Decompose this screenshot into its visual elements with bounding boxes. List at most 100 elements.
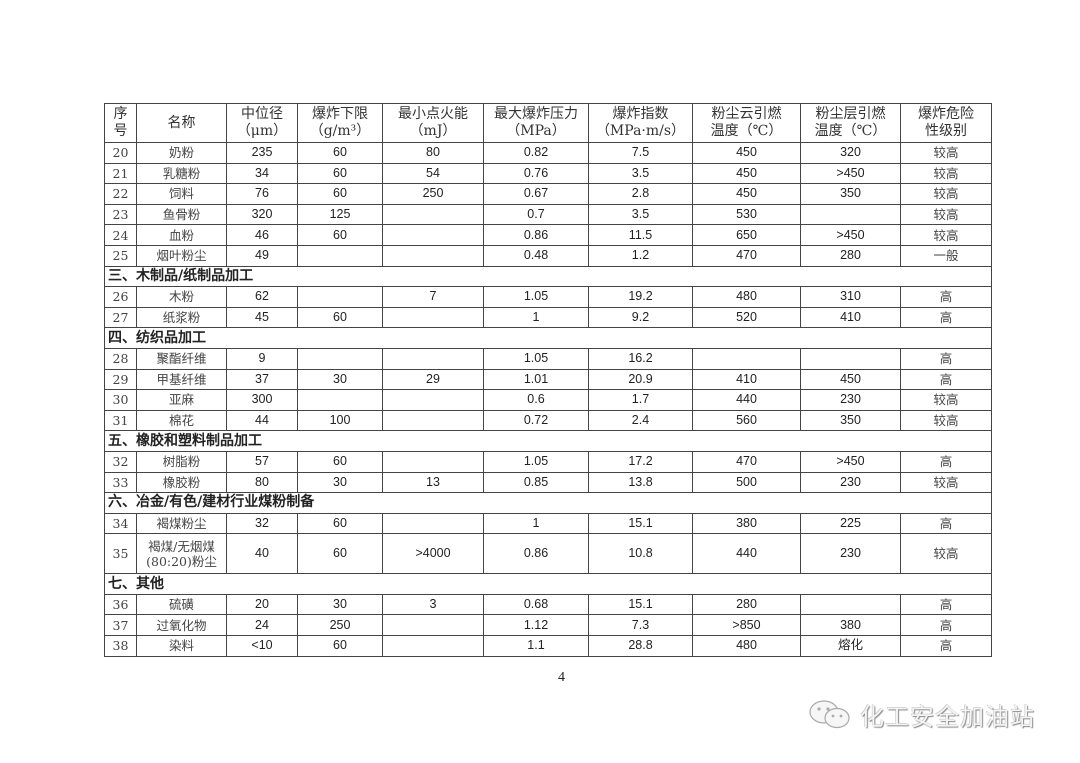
explosion-index-cell: 10.8 <box>588 533 693 575</box>
min-ignition-energy-cell <box>382 635 484 657</box>
index-cell: 38 <box>104 635 137 657</box>
index-cell: 21 <box>104 162 137 185</box>
cloud-ignition-temp-cell: 380 <box>692 512 801 535</box>
name-cell: 烟叶粉尘 <box>136 244 227 267</box>
table-row: 38 染料 <10 60 1.1 28.8 480 熔化高 <box>104 635 992 657</box>
table-row: 22 饲料 76 60 250 0.67 2.8 450 350 较高 <box>104 183 992 205</box>
min-ignition-energy-cell <box>382 614 484 637</box>
min-ignition-energy-cell: 3 <box>382 593 484 616</box>
hazard-level-cell: 高 <box>900 614 992 637</box>
hazard-level-cell: 高 <box>900 286 992 308</box>
median-diameter-cell: 40 <box>226 533 298 575</box>
hazard-level-cell: 较高 <box>900 203 992 226</box>
min-ignition-energy-cell: 250 <box>382 183 484 205</box>
lower-limit-cell <box>297 389 383 411</box>
cloud-ignition-temp-cell: 520 <box>692 306 801 329</box>
layer-ignition-temp-cell: >450 <box>800 450 901 473</box>
watermark: 化工安全加油站 <box>808 697 1035 732</box>
lower-limit-cell <box>297 347 383 370</box>
name-cell: 奶粉 <box>136 142 227 164</box>
index-cell: 36 <box>104 593 137 616</box>
name-cell: 亚麻 <box>136 389 227 411</box>
wechat-icon <box>809 699 850 728</box>
max-pressure-cell: 0.72 <box>483 409 589 432</box>
hazard-level-cell: 较高 <box>900 224 992 246</box>
column-header: 粉尘云引燃 温度（℃） <box>692 103 801 143</box>
max-pressure-cell: 1.1 <box>483 635 589 657</box>
column-header: 名称 <box>136 103 227 143</box>
lower-limit-cell: 250 <box>297 614 383 637</box>
section-title: 五、橡胶和塑料制品加工 <box>104 430 992 452</box>
name-cell: 橡胶粉 <box>136 471 227 494</box>
name-cell: 鱼骨粉 <box>136 203 227 226</box>
name-cell: 纸浆粉 <box>136 306 227 329</box>
layer-ignition-temp-cell: 280 <box>800 244 901 267</box>
layer-ignition-temp-cell: 230 <box>800 533 901 575</box>
hazard-level-cell: 一般 <box>900 244 992 267</box>
min-ignition-energy-cell: 80 <box>382 142 484 164</box>
hazard-level-cell: 高 <box>900 635 992 657</box>
lower-limit-cell: 60 <box>297 635 383 657</box>
max-pressure-cell: 0.86 <box>483 224 589 246</box>
min-ignition-energy-cell: 7 <box>382 286 484 308</box>
lower-limit-cell: 60 <box>297 224 383 246</box>
name-cell: 棉花 <box>136 409 227 432</box>
name-cell: 乳糖粉 <box>136 162 227 185</box>
cloud-ignition-temp-cell: 650 <box>692 224 801 246</box>
explosion-index-cell: 2.4 <box>588 409 693 432</box>
max-pressure-cell: 0.68 <box>483 593 589 616</box>
median-diameter-cell: 20 <box>226 593 298 616</box>
hazard-level-cell: 较高 <box>900 471 992 494</box>
cloud-ignition-temp-cell: 480 <box>692 635 801 657</box>
median-diameter-cell: 300 <box>226 389 298 411</box>
index-cell: 25 <box>104 244 137 267</box>
hazard-level-cell: 高 <box>900 512 992 535</box>
name-cell: 硫磺 <box>136 593 227 616</box>
cloud-ignition-temp-cell: >850 <box>692 614 801 637</box>
median-diameter-cell: 24 <box>226 614 298 637</box>
cloud-ignition-temp-cell: 450 <box>692 183 801 205</box>
median-diameter-cell: 80 <box>226 471 298 494</box>
lower-limit-cell: 60 <box>297 162 383 185</box>
column-header: 序 号 <box>104 103 137 143</box>
column-header: 最大爆炸压力 （MPa） <box>483 103 589 143</box>
cloud-ignition-temp-cell: 450 <box>692 142 801 164</box>
max-pressure-cell: 0.67 <box>483 183 589 205</box>
hazard-level-cell: 较高 <box>900 142 992 164</box>
explosion-index-cell: 2.8 <box>588 183 693 205</box>
median-diameter-cell: 57 <box>226 450 298 473</box>
explosion-index-cell: 20.9 <box>588 368 693 391</box>
index-cell: 33 <box>104 471 137 494</box>
cloud-ignition-temp-cell: 480 <box>692 286 801 308</box>
layer-ignition-temp-cell: 450 <box>800 368 901 391</box>
max-pressure-cell: 1 <box>483 512 589 535</box>
table-row: 37 过氧化物 24 250 1.12 7.3 >850 380 高 <box>104 614 992 637</box>
explosion-index-cell: 15.1 <box>588 512 693 535</box>
hazard-level-cell: 较高 <box>900 389 992 411</box>
median-diameter-cell: 9 <box>226 347 298 370</box>
table-row: 36 硫磺 20 30 3 0.68 15.1 280 高 <box>104 593 992 616</box>
index-cell: 27 <box>104 306 137 329</box>
table-row: 24 血粉 46 60 0.86 11.5 650 >450 较高 <box>104 224 992 246</box>
index-cell: 30 <box>104 389 137 411</box>
watermark-text: 化工安全加油站 <box>860 703 1035 731</box>
lower-limit-cell <box>297 286 383 308</box>
min-ignition-energy-cell: 13 <box>382 471 484 494</box>
median-diameter-cell: 235 <box>226 142 298 164</box>
explosion-index-cell: 7.3 <box>588 614 693 637</box>
max-pressure-cell: 1 <box>483 306 589 329</box>
name-cell: 树脂粉 <box>136 450 227 473</box>
median-diameter-cell: 37 <box>226 368 298 391</box>
explosion-index-cell: 28.8 <box>588 635 693 657</box>
lower-limit-cell <box>297 244 383 267</box>
cloud-ignition-temp-cell <box>692 347 801 370</box>
median-diameter-cell: 46 <box>226 224 298 246</box>
lower-limit-cell: 60 <box>297 533 383 575</box>
section-title: 七、其他 <box>104 573 992 595</box>
cloud-ignition-temp-cell: 450 <box>692 162 801 185</box>
lower-limit-cell: 30 <box>297 593 383 616</box>
section-row: 七、其他 <box>104 573 992 595</box>
explosion-index-cell: 1.7 <box>588 389 693 411</box>
explosion-index-cell: 9.2 <box>588 306 693 329</box>
lower-limit-cell: 60 <box>297 183 383 205</box>
